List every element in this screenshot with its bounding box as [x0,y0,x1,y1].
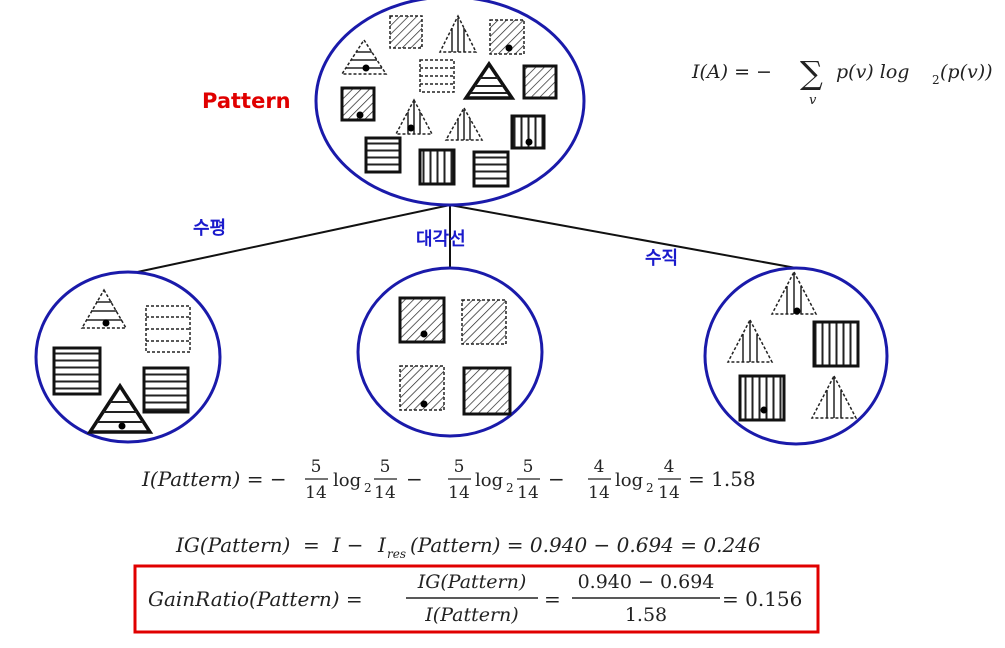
square-diagonal-dot-dashed-shape [489,19,525,55]
child-node-horizontal [34,270,222,444]
t3-anum: 4 [664,457,675,477]
ires-subscript: res [387,547,406,561]
t2-den: 14 [448,483,470,503]
square-horizontal-dashed-shape [419,59,455,93]
square-vertical-dot-shape [510,114,546,150]
gr-frac1-den: I(Pattern) [424,604,518,626]
square-diagonal-bold-shape [522,64,558,100]
gain-ratio-formula: GainRatio(Pattern) = IG(Pattern) I(Patte… [133,564,820,634]
square-horizontal-shape [52,346,102,396]
square-diagonal-dashed-shape [461,299,507,345]
gr-frac2-den: 1.58 [625,604,667,626]
square-diagonal-bold-shape [462,366,512,416]
root-label: Pattern [202,89,291,113]
t2-num: 5 [454,457,465,477]
branch-line-vertical [449,204,797,269]
ig-lhs: IG(Pattern) = I − [175,533,364,557]
triangle-horizontal-dot-bold-shape [86,382,154,434]
child-circle-diagonal [356,266,544,438]
child-node-vertical [703,266,889,446]
triangle-horizontal-dot-shape [80,288,128,329]
root-node [314,0,586,207]
t2-aden: 14 [517,483,539,503]
ires-symbol: I [377,533,387,557]
gr-frac1-num: IG(Pattern) [417,571,527,593]
branch-label-vertical: 수직 [645,248,678,269]
t3-base: 2 [646,481,654,495]
square-diagonal-dashed-shape [389,15,423,49]
information-gain-formula: IG(Pattern) = I − I res (Pattern) = 0.94… [175,533,761,561]
t1-num: 5 [311,457,322,477]
square-horizontal-shape-2 [142,366,190,414]
entropy-def-base: 2 [932,73,940,87]
ig-rest: (Pattern) = 0.940 − 0.694 = 0.246 [410,533,761,557]
entropy-def-rhs: p(v) log [836,61,909,83]
gr-lhs: GainRatio(Pattern) = [148,587,363,611]
square-horizontal-shape-2 [472,150,510,188]
t3-den: 14 [588,483,610,503]
square-vertical-shape [418,148,456,186]
triangle-vertical-dot-shape-2 [394,98,434,135]
square-horizontal-dashed-shape [145,305,191,353]
entropy-def-lhs: I(A) = − [691,61,772,83]
t1-base: 2 [364,481,372,495]
square-vertical-dot-shape [738,374,786,422]
t3-log: log [615,470,643,491]
entropy-pattern-formula: I(Pattern) = − 5 14 log 2 5 14 − 5 14 lo… [141,457,756,503]
triangle-vertical-dot-shape [438,14,478,53]
square-diagonal-dot-bold-shape [340,86,376,122]
triangle-vertical-shape [444,106,484,141]
t1-den: 14 [305,483,327,503]
square-diagonal-dot-dashed-shape [399,365,445,411]
t2-log: log [475,470,503,491]
minus-1: − [406,467,423,491]
triangle-horizontal-dot-shape [340,38,388,75]
gr-result: = 0.156 [722,587,802,611]
branch-label-diagonal: 대각선 [416,229,466,250]
child-node-diagonal [356,266,544,438]
branch-label-horizontal: 수평 [193,218,226,239]
gr-frac2-num: 0.940 − 0.694 [578,571,715,593]
t1-aden: 14 [374,483,396,503]
triangle-vertical-shape [726,318,774,363]
sum-subscript: v [809,93,817,108]
t3-num: 4 [594,457,605,477]
t3-aden: 14 [658,483,680,503]
gain-ratio-highlight-box [133,564,820,634]
entropy-def-tail: (p(v)) [940,61,993,83]
t2-anum: 5 [523,457,534,477]
entropy-lhs: I(Pattern) = − [141,467,287,491]
triangle-vertical-shape-2 [810,374,858,419]
square-diagonal-dot-bold-shape [398,296,446,344]
entropy-definition-formula: I(A) = − ∑ v p(v) log 2 (p(v)) [691,54,993,108]
square-vertical-shape [812,320,860,368]
gr-eq: = [544,587,561,611]
triangle-horizontal-bold-shape [462,60,516,100]
t1-anum: 5 [380,457,391,477]
square-horizontal-shape [364,136,402,174]
t2-base: 2 [506,481,514,495]
minus-2: − [548,467,565,491]
t1-log: log [333,470,361,491]
entropy-result: = 1.58 [688,467,756,491]
sum-symbol: ∑ [800,54,823,92]
child-circle-vertical [703,266,889,446]
triangle-vertical-dot-shape [770,270,818,315]
branch-line-horizontal [127,204,451,275]
